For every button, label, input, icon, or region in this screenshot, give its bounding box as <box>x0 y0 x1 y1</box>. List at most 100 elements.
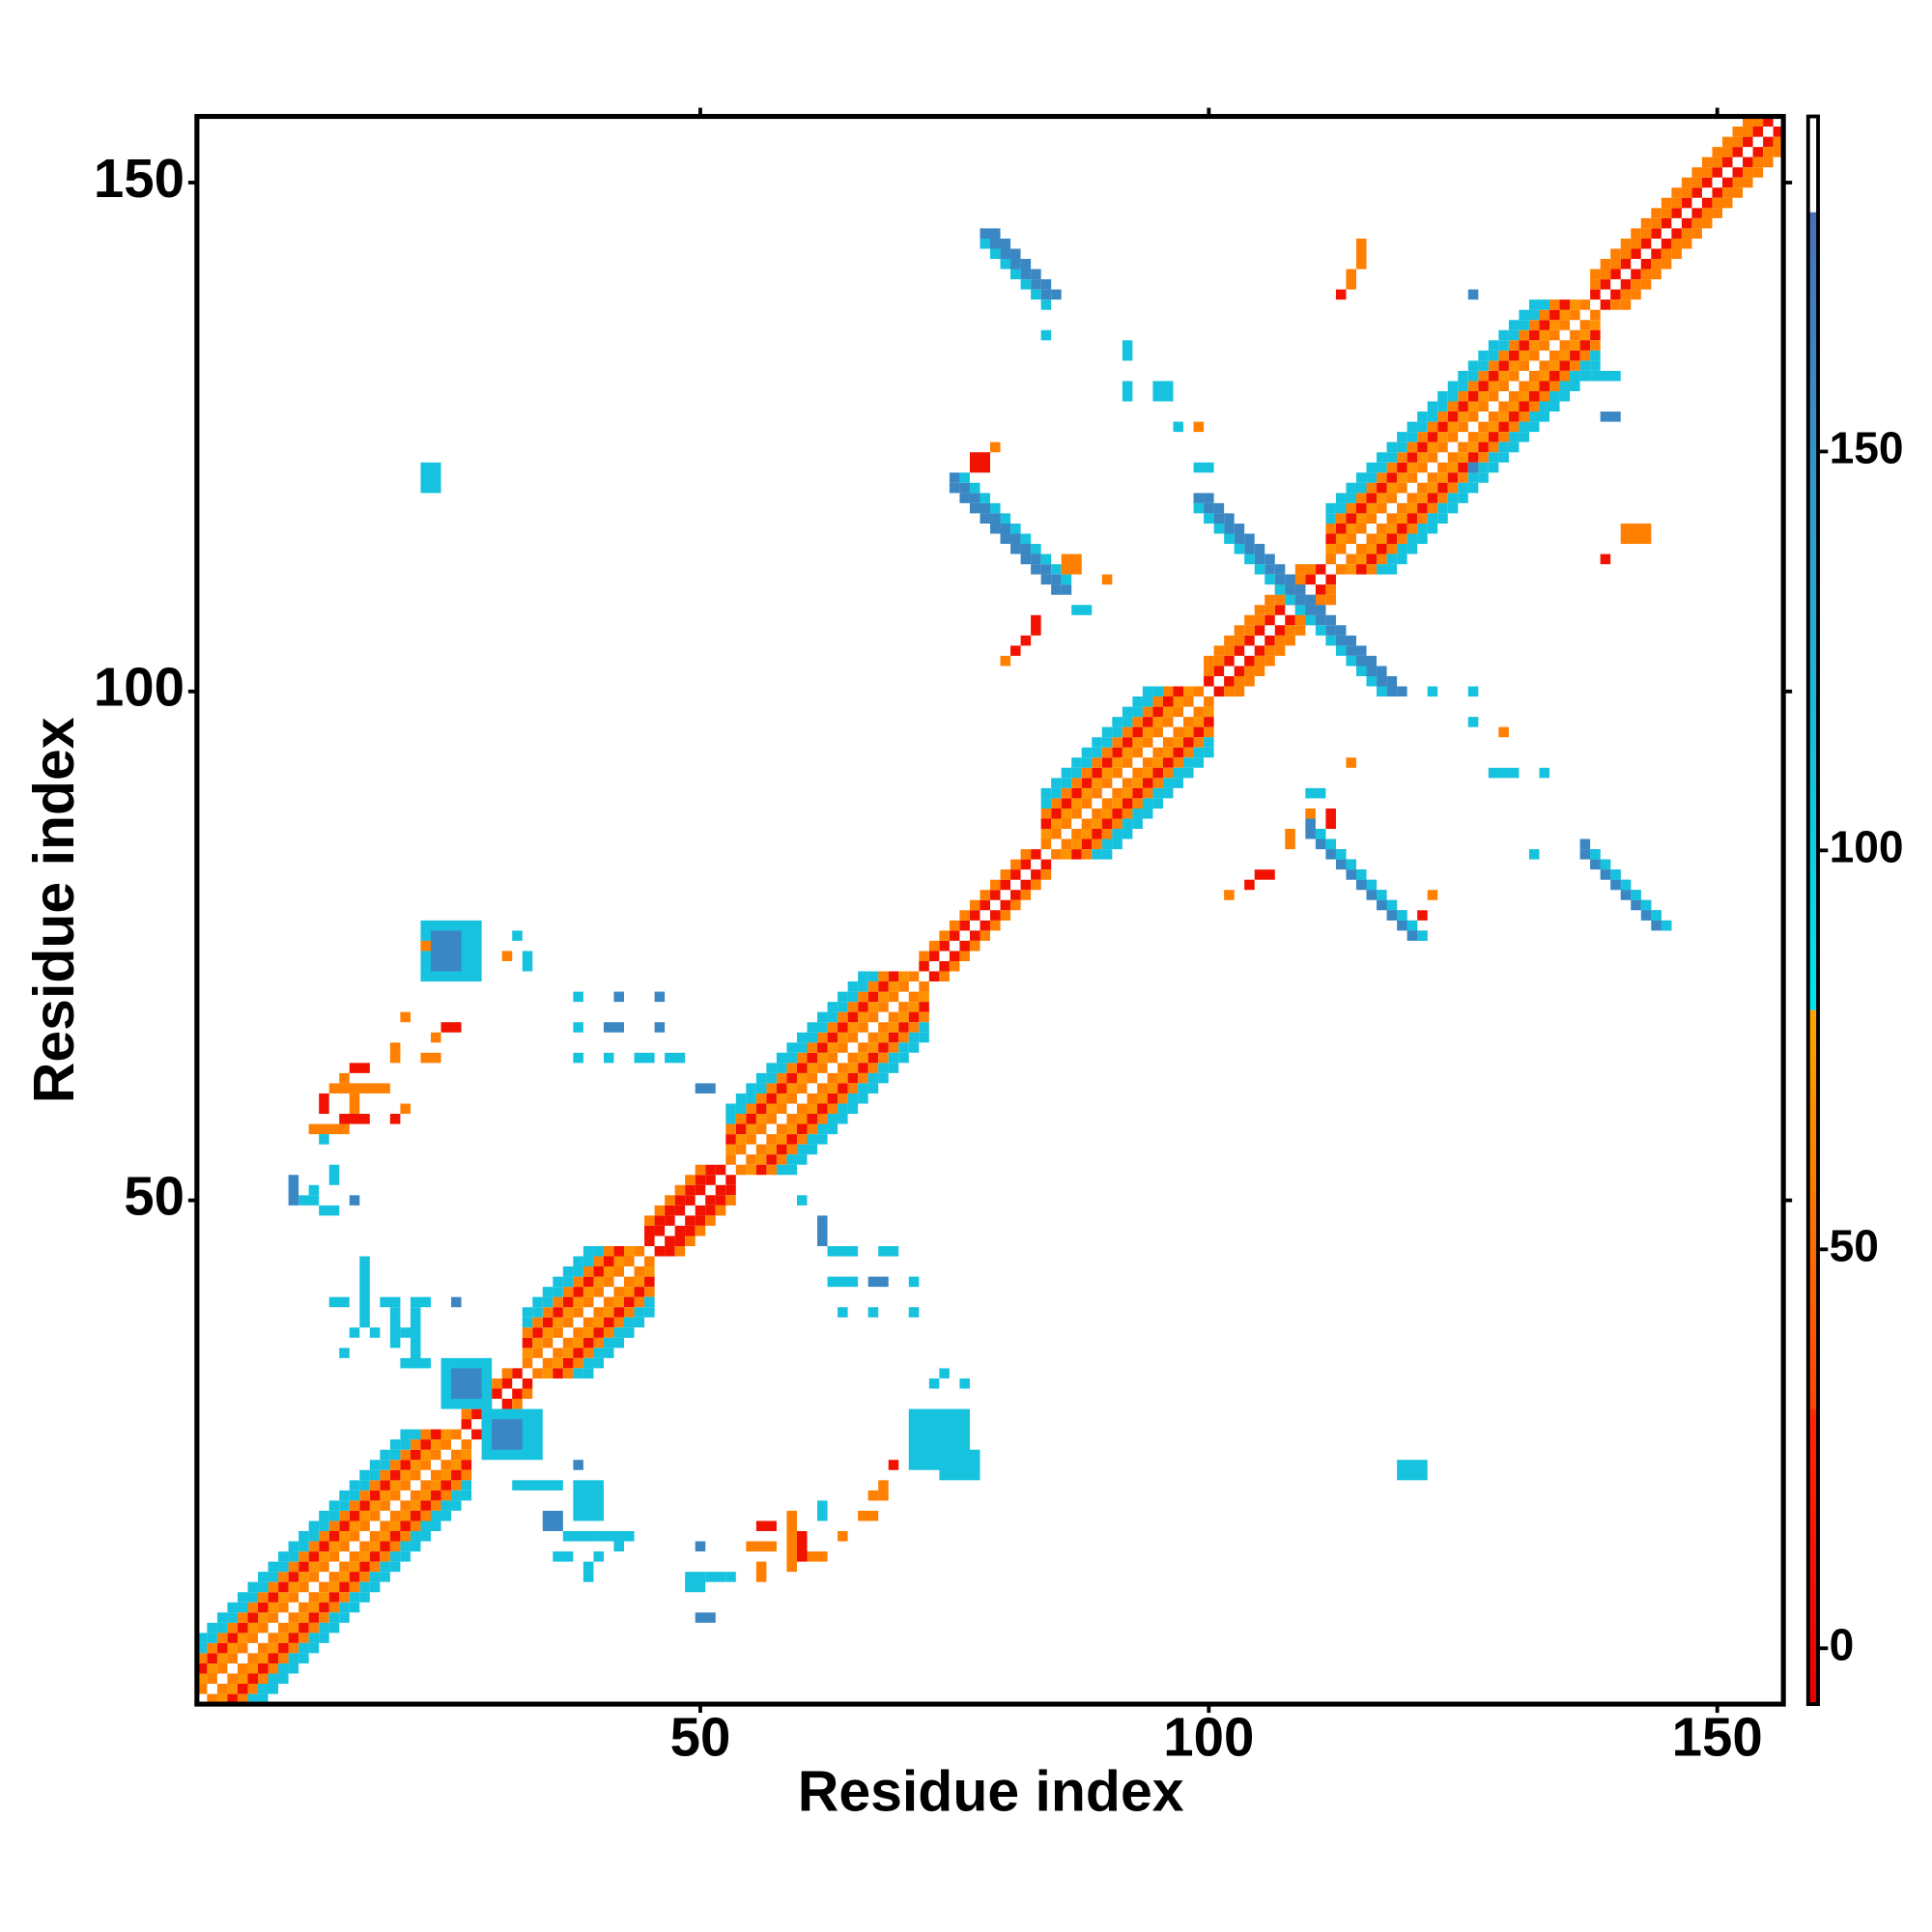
contact-strip <box>725 971 868 1115</box>
contact-block <box>1498 726 1509 738</box>
contact-block <box>634 1052 655 1064</box>
contact-strip <box>1040 686 1153 799</box>
contact-strip <box>1101 747 1214 860</box>
contact-block <box>1488 767 1520 779</box>
contact-block <box>928 1378 940 1389</box>
contact-block <box>665 1052 686 1064</box>
contact-block <box>389 1307 401 1349</box>
contact-strip <box>1305 829 1418 941</box>
contact-strip <box>1600 127 1784 310</box>
contact-strip <box>1355 329 1601 575</box>
contact-block <box>288 1175 299 1206</box>
contact-block <box>1244 879 1255 891</box>
contact-block <box>1467 462 1479 473</box>
contact-block <box>1346 757 1356 768</box>
colorbar-tick-label: 0 <box>1830 1619 1855 1669</box>
contact-strip <box>196 1429 462 1694</box>
contact-block <box>339 1348 350 1358</box>
contact-strip <box>980 228 1052 300</box>
contact-strip <box>522 1245 635 1358</box>
contact-strip <box>1590 849 1672 931</box>
colorbar-tick-label: 100 <box>1830 822 1904 872</box>
contact-block <box>349 1327 360 1338</box>
x-tick-label: 50 <box>670 1706 731 1767</box>
contact-block <box>1031 614 1041 636</box>
contact-strip <box>562 1287 655 1378</box>
contact-block <box>838 1307 848 1318</box>
contact-block <box>817 1500 828 1521</box>
contact-block <box>319 1134 329 1145</box>
contact-strip <box>196 1429 411 1643</box>
contact-block <box>440 1022 462 1033</box>
contact-strip <box>725 971 920 1165</box>
contact-block <box>1122 381 1133 402</box>
contact-strip <box>1061 706 1214 860</box>
contact-block <box>695 1541 706 1552</box>
contact-strip <box>644 1164 706 1226</box>
contact-block <box>1600 554 1611 565</box>
contact-block <box>553 1551 574 1562</box>
contact-block <box>573 991 583 1003</box>
contact-strip <box>939 869 1052 982</box>
contact-block <box>400 1357 421 1369</box>
contact-block <box>389 1042 401 1064</box>
contact-strip <box>665 1184 736 1257</box>
contact-block <box>319 1205 340 1216</box>
contact-block <box>410 1296 431 1308</box>
contact-block <box>349 1063 370 1073</box>
contact-block <box>308 1184 320 1196</box>
contact-strip <box>735 981 929 1176</box>
contact-block <box>1000 655 1011 667</box>
contact-block <box>654 1022 666 1033</box>
contact-block <box>705 1572 726 1582</box>
contact-block <box>298 1195 320 1206</box>
contact-strip <box>196 1429 431 1663</box>
contact-block <box>380 1296 401 1308</box>
contact-strip <box>1610 136 1784 310</box>
colorbar-tick-label: 150 <box>1830 423 1904 473</box>
contact-block <box>328 1164 340 1185</box>
contact-block <box>1467 686 1479 697</box>
contact-block <box>328 1296 350 1308</box>
contact-block <box>420 1357 431 1369</box>
colorbar-frame <box>1805 114 1820 1707</box>
contact-block <box>339 1114 370 1124</box>
contact-strip <box>725 971 879 1124</box>
contact-strip <box>755 1002 929 1176</box>
contact-block <box>573 1460 583 1470</box>
contact-block <box>1305 787 1326 799</box>
contact-block <box>969 452 990 473</box>
contact-block <box>959 1378 970 1389</box>
contact-block <box>867 1276 889 1288</box>
contact-block <box>695 1612 716 1623</box>
contact-block <box>1040 329 1052 341</box>
contact-block <box>501 951 513 961</box>
contact-strip <box>1579 849 1662 931</box>
contact-block <box>349 1093 360 1115</box>
contact-block <box>1061 554 1082 575</box>
contact-block <box>746 1541 777 1552</box>
contact-block <box>1528 849 1540 860</box>
y-tick-label: 50 <box>124 1165 185 1226</box>
contact-strip <box>1325 299 1580 554</box>
contact-block <box>1152 381 1174 402</box>
contact-block <box>451 1296 462 1308</box>
contact-strip <box>674 1195 736 1257</box>
contact-block <box>410 1307 421 1369</box>
colorbar-segment <box>1807 212 1819 1010</box>
contact-block <box>1193 462 1214 473</box>
contact-block <box>512 930 523 941</box>
contact-block <box>867 1490 879 1501</box>
contact-block <box>420 940 431 952</box>
x-axis-title: Residue index <box>798 1761 1184 1824</box>
contact-strip <box>1590 116 1764 290</box>
contact-strip <box>949 482 1062 595</box>
contact-block <box>522 951 533 972</box>
contact-block <box>1397 1460 1428 1481</box>
contact-strip <box>207 1439 472 1705</box>
contact-strip <box>644 1164 716 1236</box>
x-tick-label: 100 <box>1163 1706 1254 1767</box>
contact-block <box>593 1551 604 1562</box>
contact-block <box>796 1530 808 1562</box>
contact-strip <box>582 1307 655 1378</box>
